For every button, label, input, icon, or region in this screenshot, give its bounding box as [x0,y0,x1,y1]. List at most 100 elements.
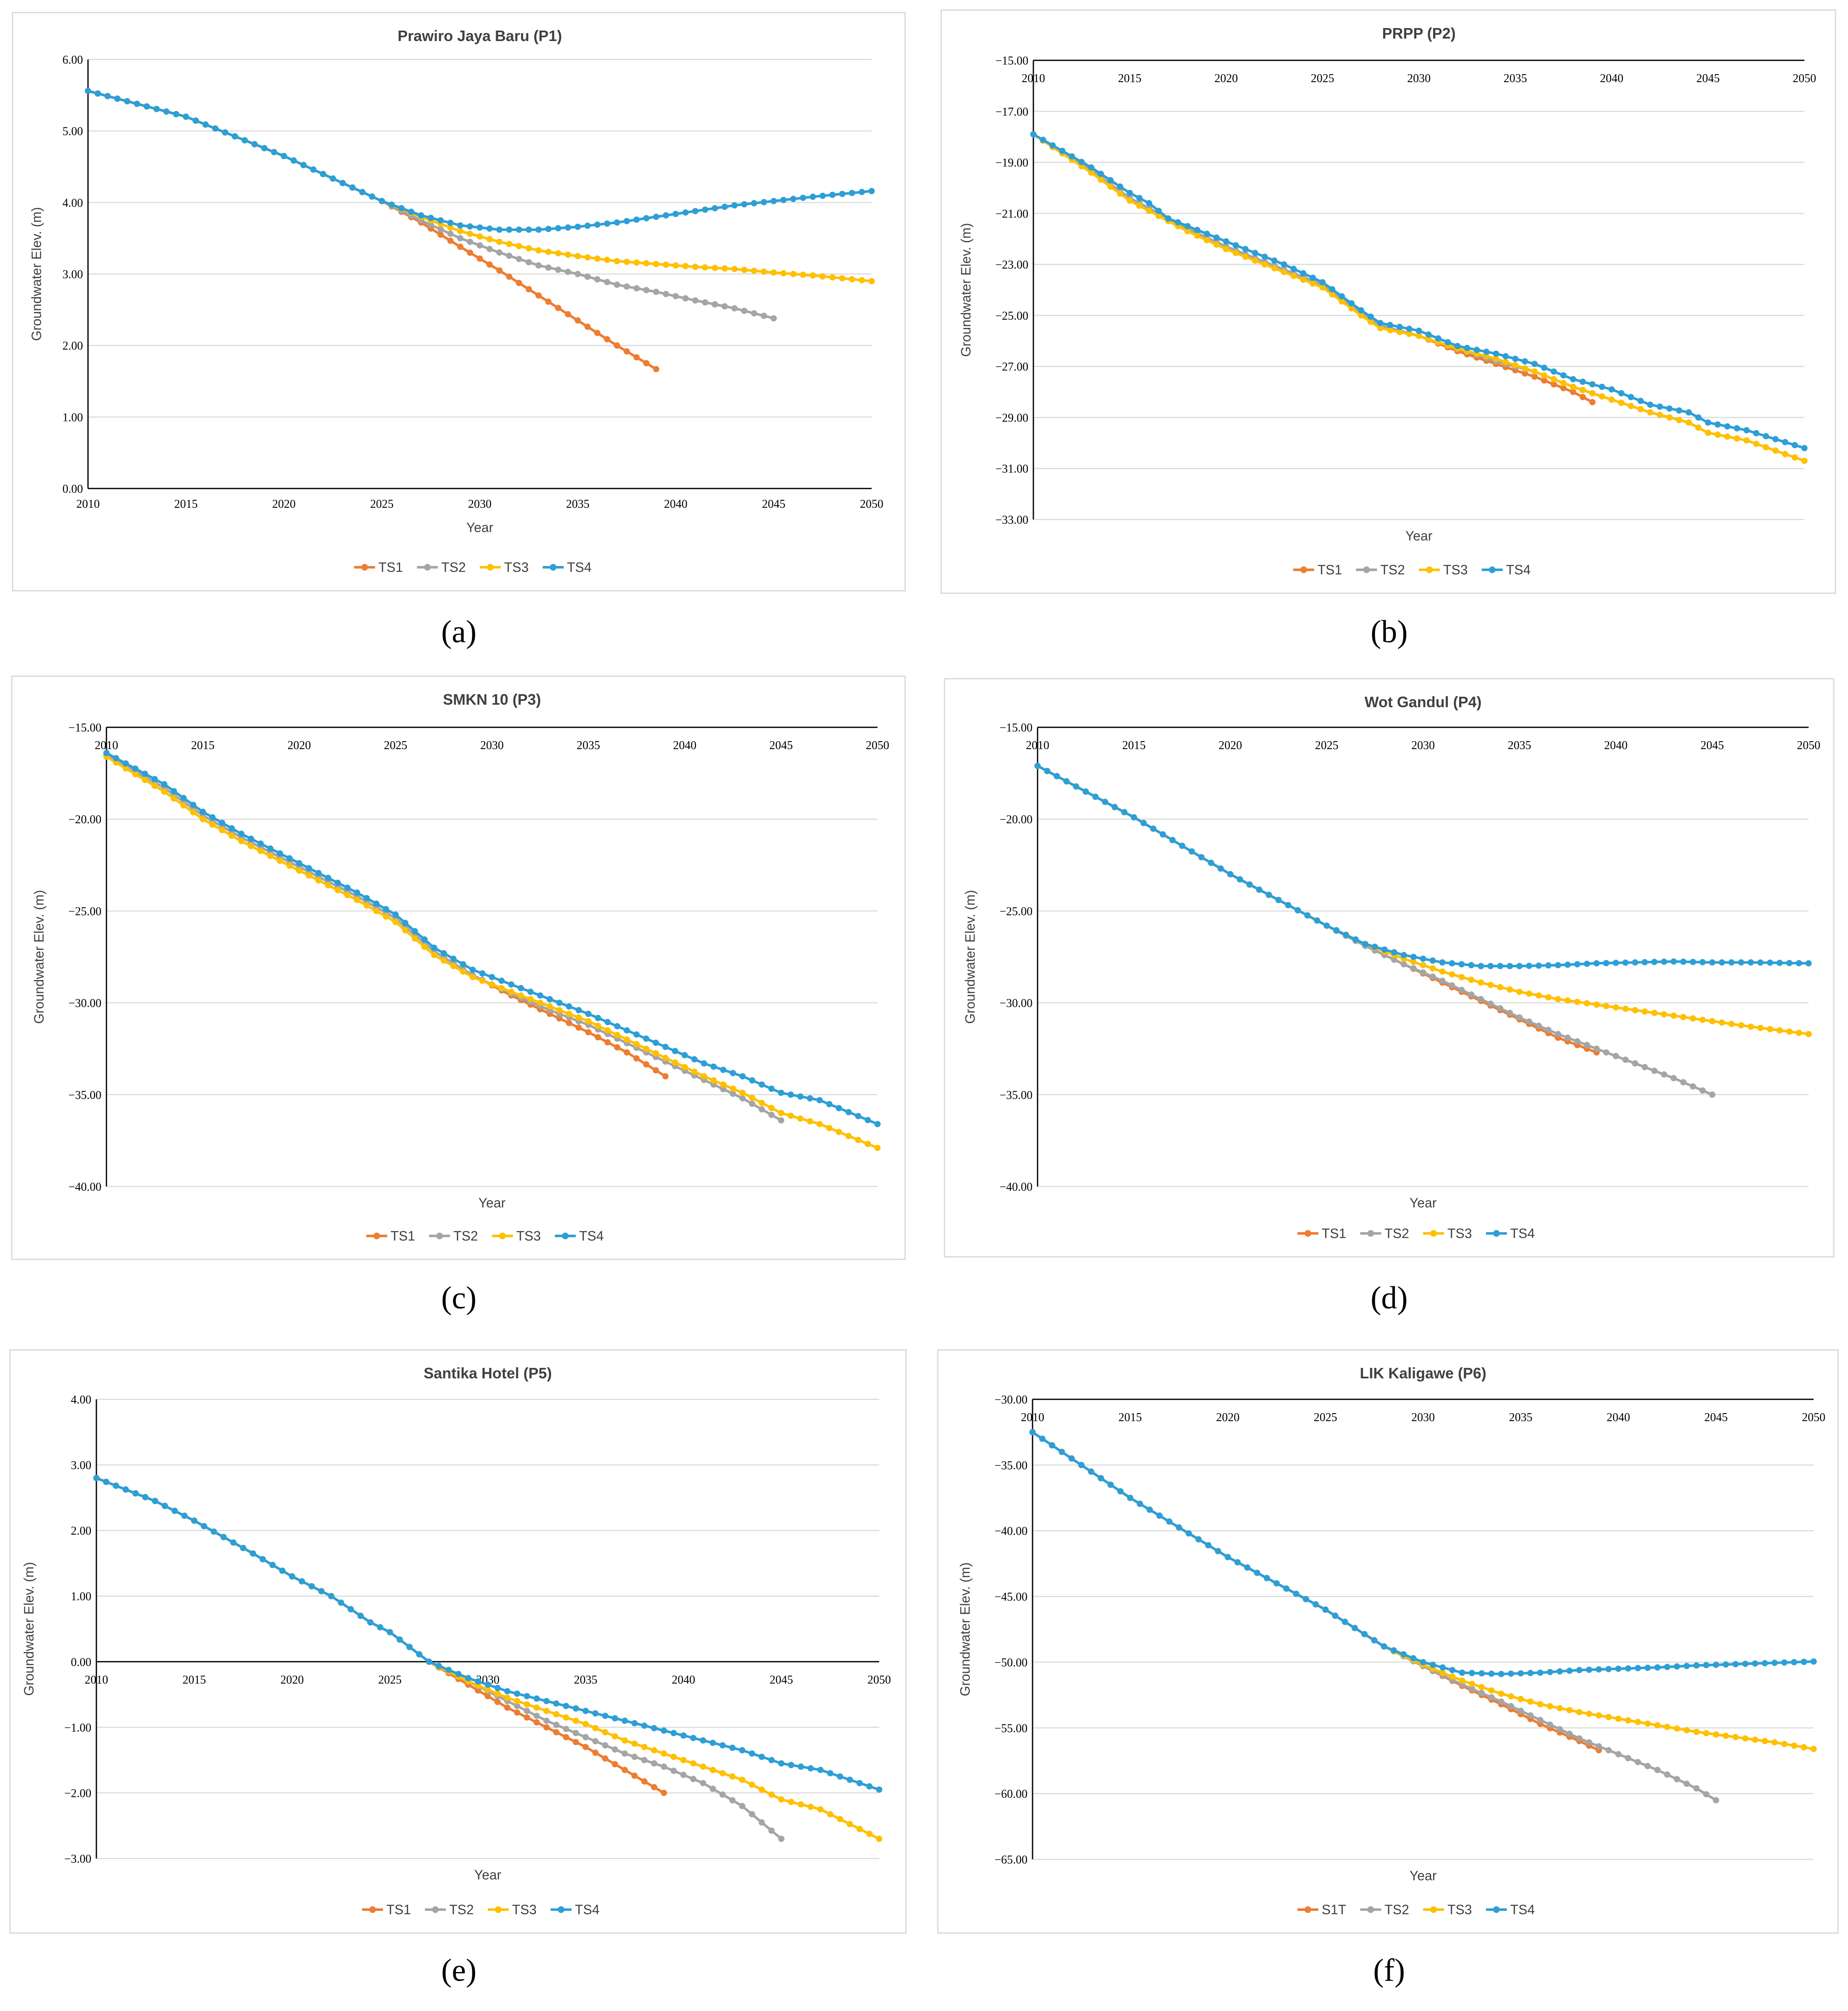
data-point [855,1137,862,1143]
data-point [1508,1693,1514,1700]
data-point [1283,1585,1290,1592]
data-point [1294,907,1301,914]
data-point [613,258,620,264]
data-point [1791,454,1798,461]
data-point [377,1624,383,1631]
x-tick-label: 2025 [370,498,393,511]
legend-marker [1300,566,1307,573]
data-point [1550,381,1557,388]
y-tick-label: −15.00 [995,54,1028,67]
data-point [440,957,447,964]
legend: S1T TS2 TS3 TS4 [1297,1902,1535,1917]
data-point [797,1801,804,1808]
data-point [652,1050,659,1057]
data-point [310,166,317,173]
data-point [514,1698,520,1704]
legend-marker [1430,1906,1437,1913]
data-point [1410,954,1417,960]
data-point [808,1804,814,1810]
data-point [602,1712,608,1719]
x-tick-label: 2015 [1118,1411,1142,1424]
data-point [720,1086,727,1093]
data-point [1531,373,1538,380]
data-point [1381,946,1388,953]
data-point [132,765,139,772]
data-point [1615,1751,1622,1758]
data-point [564,251,571,258]
data-point [800,271,806,278]
data-point [1059,1448,1065,1455]
data-point [180,795,187,801]
data-point [476,224,483,231]
data-point [369,193,375,200]
data-point [290,157,297,164]
data-point [1541,372,1548,379]
data-point [402,927,409,933]
data-point [868,278,875,284]
data-point [1425,331,1432,338]
data-point [1468,962,1475,969]
data-point [1685,419,1692,426]
data-point [1579,394,1586,401]
x-tick-label: 2015 [1118,72,1141,85]
data-point [1184,228,1191,235]
data-point [1644,1665,1651,1671]
data-point [1805,1031,1812,1037]
data-point [692,297,699,304]
data-point [1459,1677,1465,1684]
data-point [731,266,738,272]
data-point [142,1494,149,1501]
data-point [1595,1712,1602,1719]
data-point [1300,270,1307,277]
data-point [1676,407,1682,414]
data-point [308,1583,315,1590]
legend-label: TS1 [378,560,403,575]
data-point [700,1737,707,1744]
data-point [1468,977,1475,983]
data-point [1175,219,1181,226]
data-point [613,219,620,226]
data-point [506,226,512,233]
x-tick-label: 2010 [95,739,118,752]
data-point [1608,386,1615,393]
data-point [1478,1690,1485,1696]
data-point [585,1011,592,1017]
data-point [1410,1655,1417,1662]
data-point [613,282,620,288]
data-point [768,1827,775,1834]
y-tick-label: −60.00 [994,1788,1028,1801]
data-point [1661,1011,1667,1018]
data-point [633,1041,640,1047]
data-point [1555,996,1561,1003]
data-point [612,1715,619,1721]
x-tick-label: 2030 [1411,1411,1435,1424]
data-point [1449,982,1455,989]
series-ts4 [103,750,881,1127]
data-point [151,783,158,789]
data-point [1338,298,1345,305]
data-point [768,1757,775,1763]
data-point [450,963,457,969]
data-point [1615,1665,1622,1672]
data-point [1224,1553,1231,1560]
data-point [1782,439,1788,445]
data-point [1683,1727,1690,1734]
y-tick-label: 4.00 [71,1393,91,1406]
data-point [1425,336,1432,342]
data-point [741,201,748,208]
y-tick-label: −25.00 [995,310,1028,323]
data-point [412,928,418,935]
data-point [516,256,522,262]
data-point [816,1097,823,1104]
data-point [839,191,846,197]
data-point [780,270,787,277]
data-point [594,255,600,262]
x-tick-label: 2050 [866,739,889,752]
data-point [277,858,283,864]
data-point [494,1690,501,1697]
data-point [807,1118,813,1124]
data-point [1709,1018,1716,1024]
data-point [1651,1068,1658,1074]
legend-marker [1430,1230,1437,1237]
data-point [1246,881,1253,888]
